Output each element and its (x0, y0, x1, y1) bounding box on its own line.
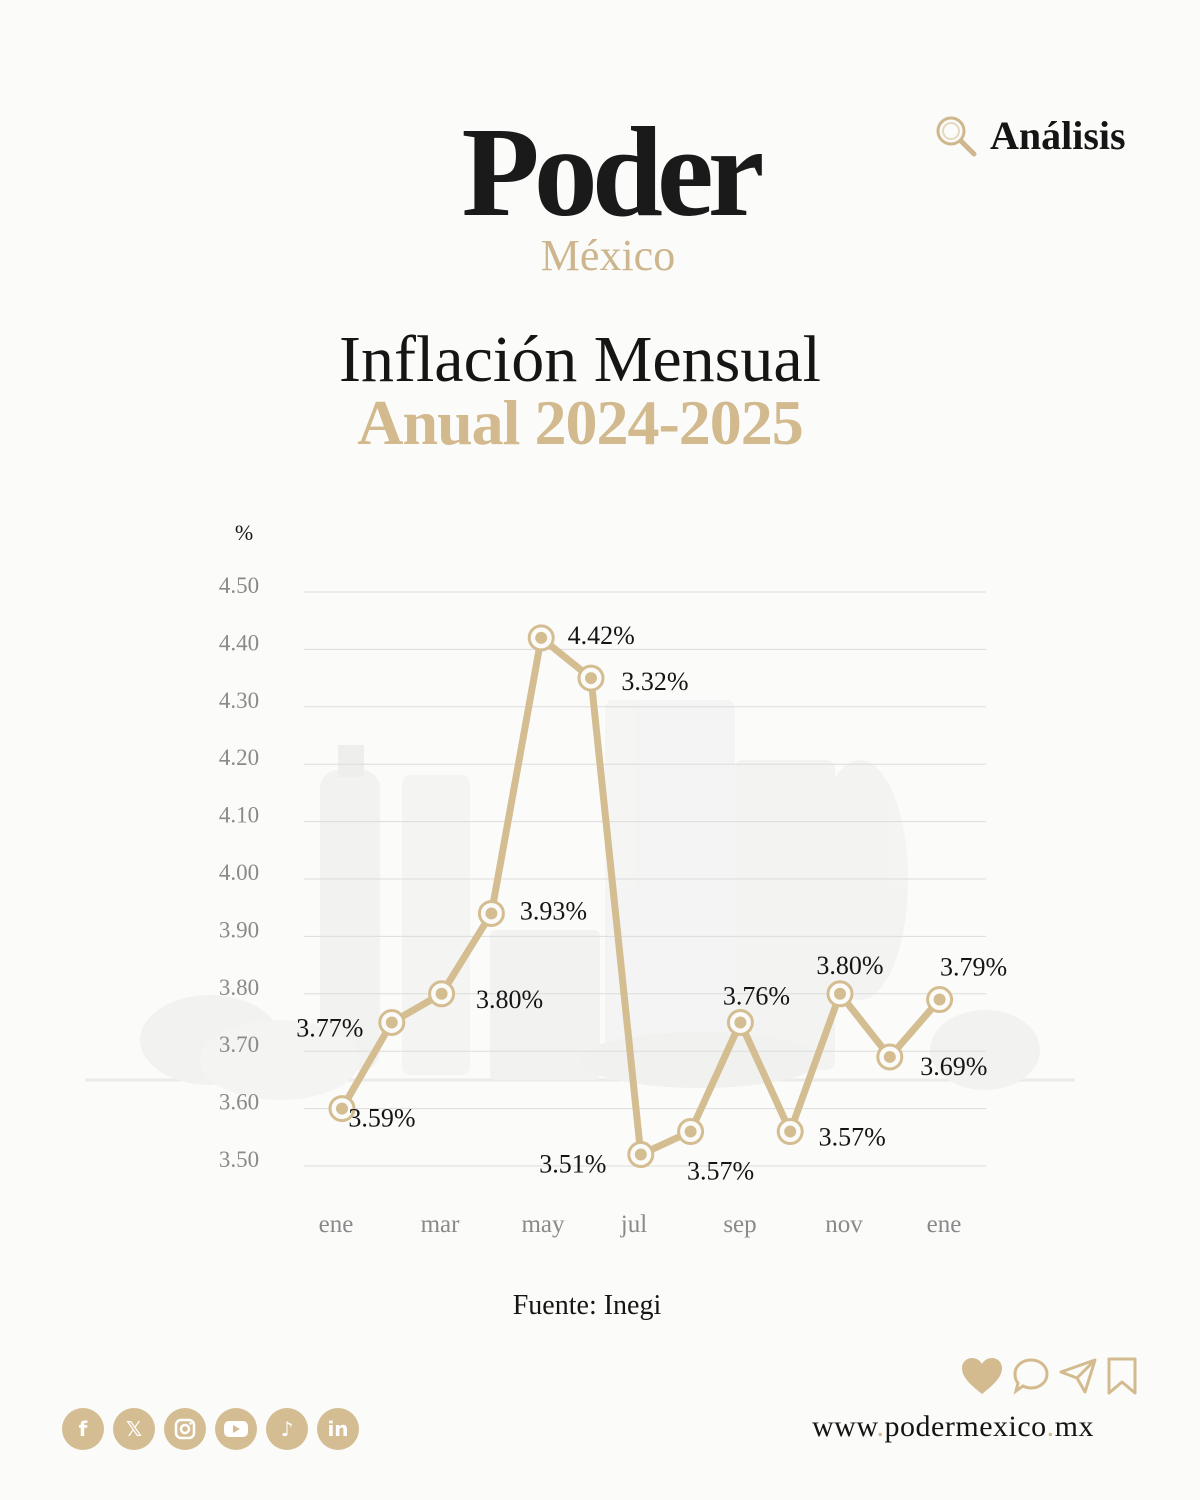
post-actions (960, 1356, 1138, 1396)
comment-icon[interactable] (1012, 1357, 1050, 1395)
website-url[interactable]: www.podermexico.mx (812, 1410, 1094, 1444)
x-tick-label: may (521, 1211, 565, 1238)
data-point-core (485, 907, 498, 920)
data-point-core (385, 1016, 398, 1029)
share-icon[interactable] (1058, 1357, 1098, 1395)
website-tld: mx (1054, 1410, 1094, 1443)
y-tick-label: 4.00 (219, 860, 259, 885)
instagram-icon[interactable] (164, 1408, 206, 1450)
data-point-core (336, 1102, 348, 1115)
x-tick-label: ene (319, 1211, 354, 1238)
data-label: 3.51% (539, 1149, 606, 1178)
facebook-icon[interactable]: f (62, 1408, 104, 1450)
background-illustration (85, 700, 1075, 1100)
data-point-core (684, 1125, 697, 1138)
website-dot: . (1046, 1410, 1055, 1443)
data-point-core (834, 987, 846, 1000)
data-label: 3.69% (920, 1052, 987, 1081)
website-dot: . (876, 1410, 885, 1443)
data-label: 3.76% (723, 981, 790, 1010)
data-label: 3.32% (621, 667, 688, 696)
y-tick-label: 3.70 (219, 1032, 259, 1057)
data-point-core (784, 1125, 797, 1138)
heart-icon[interactable] (960, 1356, 1004, 1396)
y-tick-label: 4.50 (219, 573, 259, 598)
linkedin-icon[interactable]: in (317, 1408, 359, 1450)
page-subtitle: Anual 2024-2025 (357, 387, 804, 458)
data-point-core (535, 631, 548, 644)
data-point-core (734, 1016, 747, 1029)
logo-subtitle: México (540, 231, 676, 280)
tiktok-icon[interactable]: ♪ (266, 1408, 308, 1450)
y-tick-label: 3.90 (219, 917, 259, 942)
data-point-core (883, 1050, 896, 1063)
x-tick-label: nov (825, 1211, 863, 1238)
y-tick-label: 4.30 (219, 688, 259, 713)
social-links: f 𝕏 ♪ in (62, 1408, 359, 1450)
data-label: 3.57% (687, 1157, 754, 1186)
bookmark-icon[interactable] (1106, 1356, 1138, 1396)
section-tag: Análisis (934, 112, 1126, 159)
data-label: 3.57% (819, 1123, 886, 1152)
chart-source: Fuente: Inegi (512, 1290, 662, 1321)
line-chart: 4.50 4.40 4.30 4.20 4.10 4.00 3.90 3.80 3.70 3.60… (85, 520, 1075, 1238)
data-label: 3.80% (816, 951, 883, 980)
data-label: 3.59% (348, 1104, 415, 1133)
y-tick-label: 3.60 (219, 1090, 259, 1115)
x-tick-label: ene (927, 1211, 962, 1238)
data-label: 3.79% (940, 953, 1007, 982)
data-points (328, 624, 954, 1169)
data-point-core (634, 1148, 647, 1161)
data-label: 3.77% (296, 1013, 363, 1042)
y-axis-ticks: 4.50 4.40 4.30 4.20 4.10 4.00 3.90 3.80 3.70 3.60… (219, 573, 259, 1172)
x-tick-label: mar (421, 1211, 461, 1238)
data-labels: 3.59% 3.77% 3.80% 3.93% 4.42% 3.32% 3.51% 3.57%… (296, 621, 1007, 1186)
website-prefix: www (812, 1410, 877, 1443)
data-point-core (435, 987, 448, 1000)
x-tick-label: sep (723, 1211, 756, 1238)
data-label: 4.42% (568, 621, 635, 650)
y-tick-label: 3.80 (219, 975, 259, 1000)
y-tick-label: 4.10 (219, 803, 259, 828)
x-axis-ticks: ene mar may jul sep nov ene (319, 1211, 962, 1238)
data-label: 3.93% (520, 896, 587, 925)
page-title: Inflación Mensual (338, 323, 821, 396)
youtube-icon[interactable] (215, 1408, 257, 1450)
data-label: 3.80% (476, 985, 543, 1014)
section-label: Análisis (990, 113, 1126, 158)
data-point-core (933, 993, 946, 1006)
y-axis-label: % (235, 520, 253, 545)
y-tick-label: 3.50 (219, 1147, 259, 1172)
x-tick-label: jul (620, 1211, 647, 1238)
website-domain: podermexico (884, 1410, 1047, 1443)
y-tick-label: 4.20 (219, 745, 259, 770)
y-tick-label: 4.40 (219, 630, 259, 655)
magnifier-icon (936, 116, 977, 156)
x-icon[interactable]: 𝕏 (113, 1408, 155, 1450)
logo-wordmark: Poder (461, 101, 765, 243)
data-point-core (585, 672, 597, 685)
